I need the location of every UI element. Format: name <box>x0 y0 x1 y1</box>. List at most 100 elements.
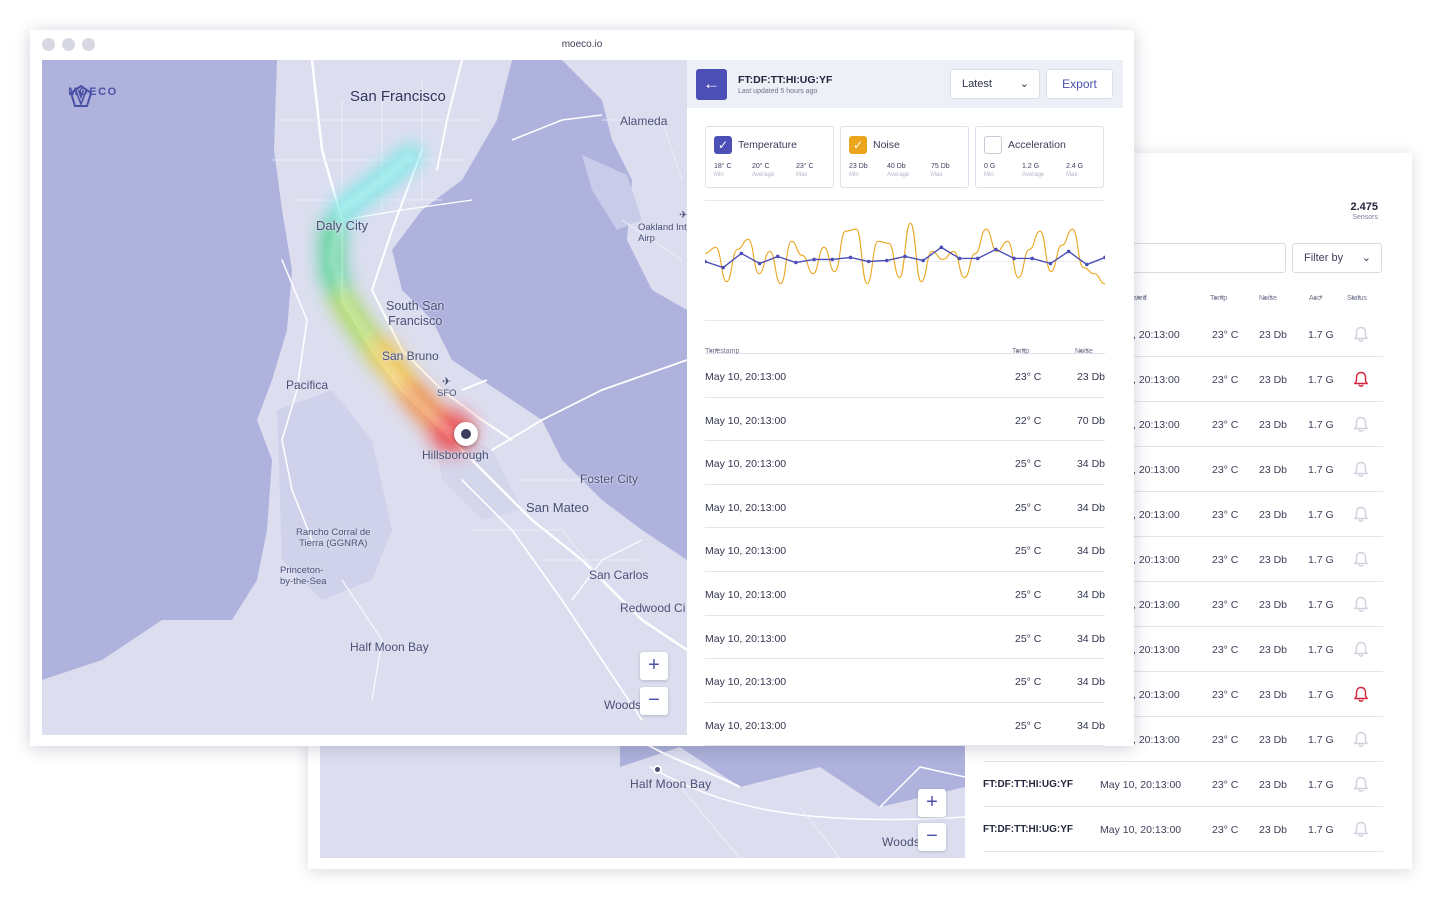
window-dot-close[interactable] <box>42 38 55 51</box>
metric-card-noise[interactable]: ✓ Noise 23 Db Min 40 Db Average 75 Db Ma… <box>840 126 969 188</box>
row-acc: 1.7 G <box>1308 734 1334 746</box>
heat-map[interactable]: ✈ ✈ MOECO San Francisco Alameda Oakland … <box>42 60 687 735</box>
zoom-in-button[interactable]: + <box>640 652 668 680</box>
zoom-in-button[interactable]: + <box>918 789 946 817</box>
back-button[interactable]: ← <box>696 69 727 100</box>
table-row[interactable]: , 20:13:00 23° C 23 Db 1.7 G <box>983 717 1383 762</box>
metric-checkbox[interactable]: ✓ <box>849 136 867 154</box>
row-timestamp: , 20:13:00 <box>1133 419 1180 431</box>
location-pin-icon[interactable] <box>653 765 662 774</box>
row-acc: 1.7 G <box>1308 419 1334 431</box>
table-row[interactable]: , 20:13:00 23° C 23 Db 1.7 G <box>983 672 1383 717</box>
bell-icon[interactable] <box>1353 641 1369 661</box>
bell-alert-icon[interactable] <box>1353 371 1369 391</box>
metric-avg-value: 40 Db <box>887 163 906 170</box>
table-row[interactable]: , 20:13:00 23° C 23 Db 1.7 G <box>983 312 1383 357</box>
row-temp: 23° C <box>1212 329 1239 341</box>
table-row[interactable]: May 10, 20:13:00 25° C 34 Db <box>705 441 1105 485</box>
zoom-out-button[interactable]: − <box>918 823 946 851</box>
table-row[interactable]: May 10, 20:13:00 25° C 34 Db <box>705 572 1105 616</box>
table-row[interactable]: May 10, 20:13:00 25° C 34 Db <box>705 485 1105 529</box>
table-row[interactable]: , 20:13:00 23° C 23 Db 1.7 G <box>983 627 1383 672</box>
row-temp: 25° C <box>1015 545 1042 558</box>
table-row[interactable]: May 10, 20:13:00 25° C 34 Db <box>705 703 1105 746</box>
bell-icon[interactable] <box>1353 416 1369 436</box>
bell-icon[interactable] <box>1353 596 1369 616</box>
range-select[interactable]: Latest ⌄ <box>950 69 1040 99</box>
bell-icon[interactable] <box>1353 506 1369 526</box>
device-detail-panel: ← FT:DF:TT:HI:UG:YF Last updated 5 hours… <box>687 60 1123 746</box>
table-row[interactable]: May 10, 20:13:00 23° C 23 Db <box>705 354 1105 398</box>
row-noise: 34 Db <box>1076 588 1105 601</box>
table-row[interactable]: FT:DF:TT:HI:UG:YF May 10, 20:13:00 23° C… <box>983 762 1383 807</box>
row-temp: 23° C <box>1212 509 1239 521</box>
background-map-canvas <box>320 726 965 858</box>
metric-avg-value: 20° C <box>752 163 770 170</box>
bell-icon[interactable] <box>1353 326 1369 346</box>
table-row[interactable]: , 20:13:00 23° C 23 Db 1.7 G <box>983 492 1383 537</box>
table-row[interactable]: FT:DF:TT:HI:UG:YF May 10, 20:13:00 23° C… <box>983 807 1383 852</box>
filter-label: Filter by <box>1304 252 1344 264</box>
metric-min-value: 0 G <box>984 163 996 170</box>
row-acc: 1.7 G <box>1308 824 1334 836</box>
row-temp: 25° C <box>1015 588 1042 601</box>
window-dot-minimize[interactable] <box>62 38 75 51</box>
search-input[interactable] <box>1134 243 1286 273</box>
metric-card-temperature[interactable]: ✓ Temperature 18° C Min 20° C Average 23… <box>705 126 834 188</box>
zoom-out-button[interactable]: − <box>640 687 668 715</box>
window-dot-maximize[interactable] <box>82 38 95 51</box>
metric-min-value: 18° C <box>714 163 732 170</box>
map-label-san-francisco: San Francisco <box>350 88 446 105</box>
row-noise: 23 Db <box>1076 371 1105 383</box>
table-row[interactable]: , 20:13:00 23° C 23 Db 1.7 G <box>983 537 1383 582</box>
row-noise: 23 Db <box>1259 644 1288 656</box>
table-row[interactable]: May 10, 20:13:00 22° C 70 Db <box>705 398 1105 442</box>
metric-avg-label: Average <box>887 172 910 178</box>
bell-alert-icon[interactable] <box>1353 686 1369 706</box>
row-temp: 23° C <box>1015 371 1042 383</box>
table-row[interactable]: , 20:13:00 23° C 23 Db 1.7 G <box>983 357 1383 402</box>
map-label-redwood-city: Redwood Ci <box>620 601 686 615</box>
row-noise: 34 Db <box>1076 545 1105 558</box>
sensor-table-body: , 20:13:00 23° C 23 Db 1.7 G , 20:13:00 … <box>983 312 1383 852</box>
metric-min-label: Min <box>849 172 859 178</box>
export-button[interactable]: Export <box>1046 69 1113 99</box>
table-row[interactable]: May 10, 20:13:00 25° C 34 Db <box>705 616 1105 660</box>
metric-min-label: Min <box>984 172 994 178</box>
table-row[interactable]: , 20:13:00 23° C 23 Db 1.7 G <box>983 447 1383 492</box>
row-acc: 1.7 G <box>1308 374 1334 386</box>
row-timestamp: May 10, 20:13:00 <box>705 676 787 689</box>
row-temp: 23° C <box>1212 689 1239 701</box>
metric-card-acceleration[interactable]: Acceleration 0 G Min 1.2 G Average 2.4 G… <box>975 126 1104 188</box>
table-row[interactable]: May 10, 20:13:00 25° C 34 Db <box>705 528 1105 572</box>
table-row[interactable]: , 20:13:00 23° C 23 Db 1.7 G <box>983 582 1383 627</box>
row-temp: 23° C <box>1212 419 1239 431</box>
moeco-logo[interactable]: MOECO <box>68 84 118 107</box>
temperature-point <box>1085 262 1089 267</box>
row-timestamp: May 10, 20:13:00 <box>705 414 787 427</box>
temperature-point <box>812 257 816 262</box>
device-location-marker[interactable] <box>454 422 478 446</box>
metric-checkbox[interactable]: ✓ <box>714 136 732 154</box>
row-timestamp: , 20:13:00 <box>1133 374 1180 386</box>
table-row[interactable]: , 20:13:00 23° C 23 Db 1.7 G <box>983 402 1383 447</box>
bell-icon[interactable] <box>1353 776 1369 796</box>
temperature-point <box>848 255 853 260</box>
bell-icon[interactable] <box>1353 461 1369 481</box>
sensor-count: 2.475 Sensors <box>1350 201 1378 221</box>
arrow-left-icon: ← <box>703 74 720 93</box>
metric-checkbox[interactable] <box>984 136 1002 154</box>
sensor-chart[interactable] <box>705 200 1105 321</box>
table-row[interactable]: May 10, 20:13:00 25° C 34 Db <box>705 659 1105 703</box>
bell-icon[interactable] <box>1353 731 1369 751</box>
sort-icon: ▲▼ <box>1312 295 1324 301</box>
bell-icon[interactable] <box>1353 821 1369 841</box>
row-noise: 23 Db <box>1259 734 1288 746</box>
row-temp: 23° C <box>1212 644 1239 656</box>
temperature-point <box>830 257 835 262</box>
temperature-point <box>1012 256 1016 261</box>
row-timestamp: , 20:13:00 <box>1133 689 1180 701</box>
row-noise: 23 Db <box>1259 464 1288 476</box>
bell-icon[interactable] <box>1353 551 1369 571</box>
filter-dropdown[interactable]: Filter by ⌄ <box>1292 243 1382 273</box>
